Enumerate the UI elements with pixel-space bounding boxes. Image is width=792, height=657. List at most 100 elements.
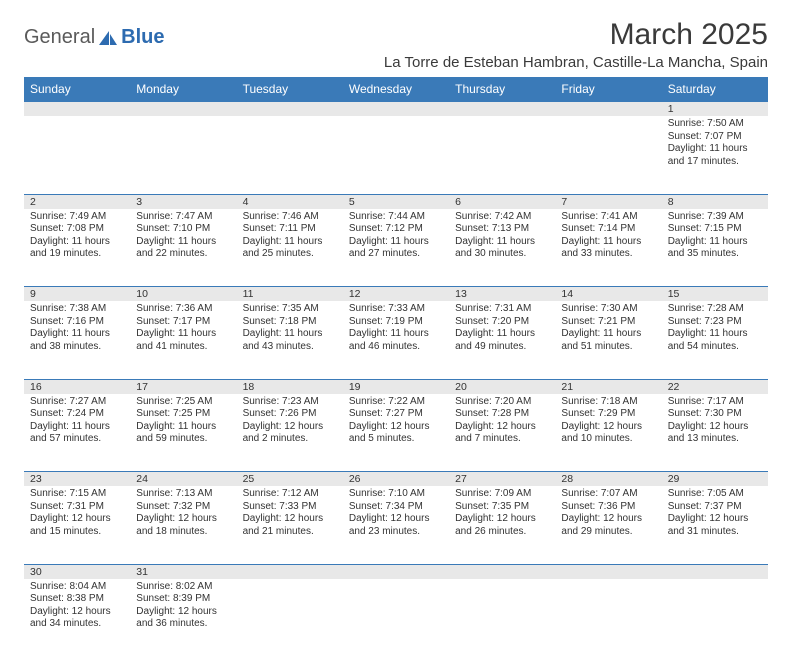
day-content-cell: Sunrise: 7:07 AMSunset: 7:36 PMDaylight:… xyxy=(555,486,661,564)
content-row: Sunrise: 7:27 AMSunset: 7:24 PMDaylight:… xyxy=(24,394,768,472)
day-header: Tuesday xyxy=(237,77,343,102)
daylight-text: Daylight: 12 hours and 13 minutes. xyxy=(668,421,762,446)
day-header: Sunday xyxy=(24,77,130,102)
day-content-cell: Sunrise: 7:10 AMSunset: 7:34 PMDaylight:… xyxy=(343,486,449,564)
day-number-cell xyxy=(130,102,236,117)
daylight-text: Daylight: 11 hours and 17 minutes. xyxy=(668,143,762,168)
day-content-cell: Sunrise: 7:05 AMSunset: 7:37 PMDaylight:… xyxy=(662,486,768,564)
daynum-row: 3031 xyxy=(24,564,768,579)
day-content-cell: Sunrise: 7:33 AMSunset: 7:19 PMDaylight:… xyxy=(343,301,449,379)
day-content-cell: Sunrise: 7:36 AMSunset: 7:17 PMDaylight:… xyxy=(130,301,236,379)
day-number-cell: 25 xyxy=(237,472,343,487)
daylight-text: Daylight: 11 hours and 57 minutes. xyxy=(30,421,124,446)
daynum-row: 1 xyxy=(24,102,768,117)
sunrise-text: Sunrise: 7:50 AM xyxy=(668,118,762,131)
day-content-cell: Sunrise: 7:20 AMSunset: 7:28 PMDaylight:… xyxy=(449,394,555,472)
day-content-cell xyxy=(662,579,768,657)
sunrise-text: Sunrise: 8:02 AM xyxy=(136,581,230,594)
day-content-cell: Sunrise: 7:15 AMSunset: 7:31 PMDaylight:… xyxy=(24,486,130,564)
day-content-cell: Sunrise: 7:42 AMSunset: 7:13 PMDaylight:… xyxy=(449,209,555,287)
sunset-text: Sunset: 7:12 PM xyxy=(349,223,443,236)
day-number-cell: 21 xyxy=(555,379,661,394)
daylight-text: Daylight: 11 hours and 25 minutes. xyxy=(243,236,337,261)
daylight-text: Daylight: 12 hours and 15 minutes. xyxy=(30,513,124,538)
day-number-cell: 10 xyxy=(130,287,236,302)
sunrise-text: Sunrise: 7:42 AM xyxy=(455,211,549,224)
sunrise-text: Sunrise: 7:18 AM xyxy=(561,396,655,409)
logo-text-blue: Blue xyxy=(121,26,164,49)
sunset-text: Sunset: 7:31 PM xyxy=(30,501,124,514)
sunrise-text: Sunrise: 7:23 AM xyxy=(243,396,337,409)
daynum-row: 9101112131415 xyxy=(24,287,768,302)
day-number-cell: 3 xyxy=(130,194,236,209)
day-number-cell xyxy=(449,564,555,579)
day-number-cell: 29 xyxy=(662,472,768,487)
day-number-cell: 18 xyxy=(237,379,343,394)
day-header: Wednesday xyxy=(343,77,449,102)
day-header: Friday xyxy=(555,77,661,102)
day-content-cell: Sunrise: 7:13 AMSunset: 7:32 PMDaylight:… xyxy=(130,486,236,564)
daylight-text: Daylight: 12 hours and 10 minutes. xyxy=(561,421,655,446)
day-content-cell: Sunrise: 7:22 AMSunset: 7:27 PMDaylight:… xyxy=(343,394,449,472)
day-number-cell: 1 xyxy=(662,102,768,117)
daylight-text: Daylight: 12 hours and 21 minutes. xyxy=(243,513,337,538)
day-content-cell: Sunrise: 7:25 AMSunset: 7:25 PMDaylight:… xyxy=(130,394,236,472)
sunset-text: Sunset: 7:23 PM xyxy=(668,316,762,329)
sunset-text: Sunset: 7:16 PM xyxy=(30,316,124,329)
day-number-cell: 15 xyxy=(662,287,768,302)
sail-icon xyxy=(97,29,119,47)
sunrise-text: Sunrise: 7:15 AM xyxy=(30,488,124,501)
day-content-cell: Sunrise: 7:30 AMSunset: 7:21 PMDaylight:… xyxy=(555,301,661,379)
day-content-cell xyxy=(237,579,343,657)
day-number-cell: 20 xyxy=(449,379,555,394)
sunset-text: Sunset: 8:38 PM xyxy=(30,593,124,606)
sunrise-text: Sunrise: 7:47 AM xyxy=(136,211,230,224)
day-number-cell: 6 xyxy=(449,194,555,209)
sunrise-text: Sunrise: 7:28 AM xyxy=(668,303,762,316)
calendar-table: Sunday Monday Tuesday Wednesday Thursday… xyxy=(24,77,768,657)
day-header: Thursday xyxy=(449,77,555,102)
day-number-cell: 7 xyxy=(555,194,661,209)
day-content-cell xyxy=(555,579,661,657)
day-number-cell: 12 xyxy=(343,287,449,302)
sunrise-text: Sunrise: 7:05 AM xyxy=(668,488,762,501)
daylight-text: Daylight: 11 hours and 38 minutes. xyxy=(30,328,124,353)
sunset-text: Sunset: 7:19 PM xyxy=(349,316,443,329)
sunset-text: Sunset: 7:25 PM xyxy=(136,408,230,421)
day-content-cell: Sunrise: 7:44 AMSunset: 7:12 PMDaylight:… xyxy=(343,209,449,287)
day-number-cell: 27 xyxy=(449,472,555,487)
daylight-text: Daylight: 11 hours and 43 minutes. xyxy=(243,328,337,353)
sunset-text: Sunset: 7:27 PM xyxy=(349,408,443,421)
sunset-text: Sunset: 7:35 PM xyxy=(455,501,549,514)
day-content-cell xyxy=(555,116,661,194)
daylight-text: Daylight: 12 hours and 2 minutes. xyxy=(243,421,337,446)
sunrise-text: Sunrise: 7:30 AM xyxy=(561,303,655,316)
sunrise-text: Sunrise: 8:04 AM xyxy=(30,581,124,594)
content-row: Sunrise: 7:15 AMSunset: 7:31 PMDaylight:… xyxy=(24,486,768,564)
daylight-text: Daylight: 11 hours and 54 minutes. xyxy=(668,328,762,353)
day-number-cell xyxy=(449,102,555,117)
sunset-text: Sunset: 7:15 PM xyxy=(668,223,762,236)
day-content-cell xyxy=(343,116,449,194)
day-header: Saturday xyxy=(662,77,768,102)
daylight-text: Daylight: 12 hours and 31 minutes. xyxy=(668,513,762,538)
sunrise-text: Sunrise: 7:17 AM xyxy=(668,396,762,409)
sunset-text: Sunset: 7:20 PM xyxy=(455,316,549,329)
day-content-cell: Sunrise: 7:23 AMSunset: 7:26 PMDaylight:… xyxy=(237,394,343,472)
day-content-cell: Sunrise: 7:28 AMSunset: 7:23 PMDaylight:… xyxy=(662,301,768,379)
day-number-cell xyxy=(24,102,130,117)
day-header-row: Sunday Monday Tuesday Wednesday Thursday… xyxy=(24,77,768,102)
sunrise-text: Sunrise: 7:38 AM xyxy=(30,303,124,316)
daylight-text: Daylight: 12 hours and 29 minutes. xyxy=(561,513,655,538)
day-content-cell: Sunrise: 8:02 AMSunset: 8:39 PMDaylight:… xyxy=(130,579,236,657)
daylight-text: Daylight: 11 hours and 30 minutes. xyxy=(455,236,549,261)
day-number-cell: 24 xyxy=(130,472,236,487)
day-number-cell xyxy=(555,564,661,579)
header: General Blue March 2025 La Torre de Este… xyxy=(24,18,768,71)
day-content-cell: Sunrise: 7:12 AMSunset: 7:33 PMDaylight:… xyxy=(237,486,343,564)
day-content-cell xyxy=(449,579,555,657)
day-number-cell: 8 xyxy=(662,194,768,209)
month-title: March 2025 xyxy=(384,18,768,52)
sunrise-text: Sunrise: 7:12 AM xyxy=(243,488,337,501)
day-content-cell xyxy=(24,116,130,194)
